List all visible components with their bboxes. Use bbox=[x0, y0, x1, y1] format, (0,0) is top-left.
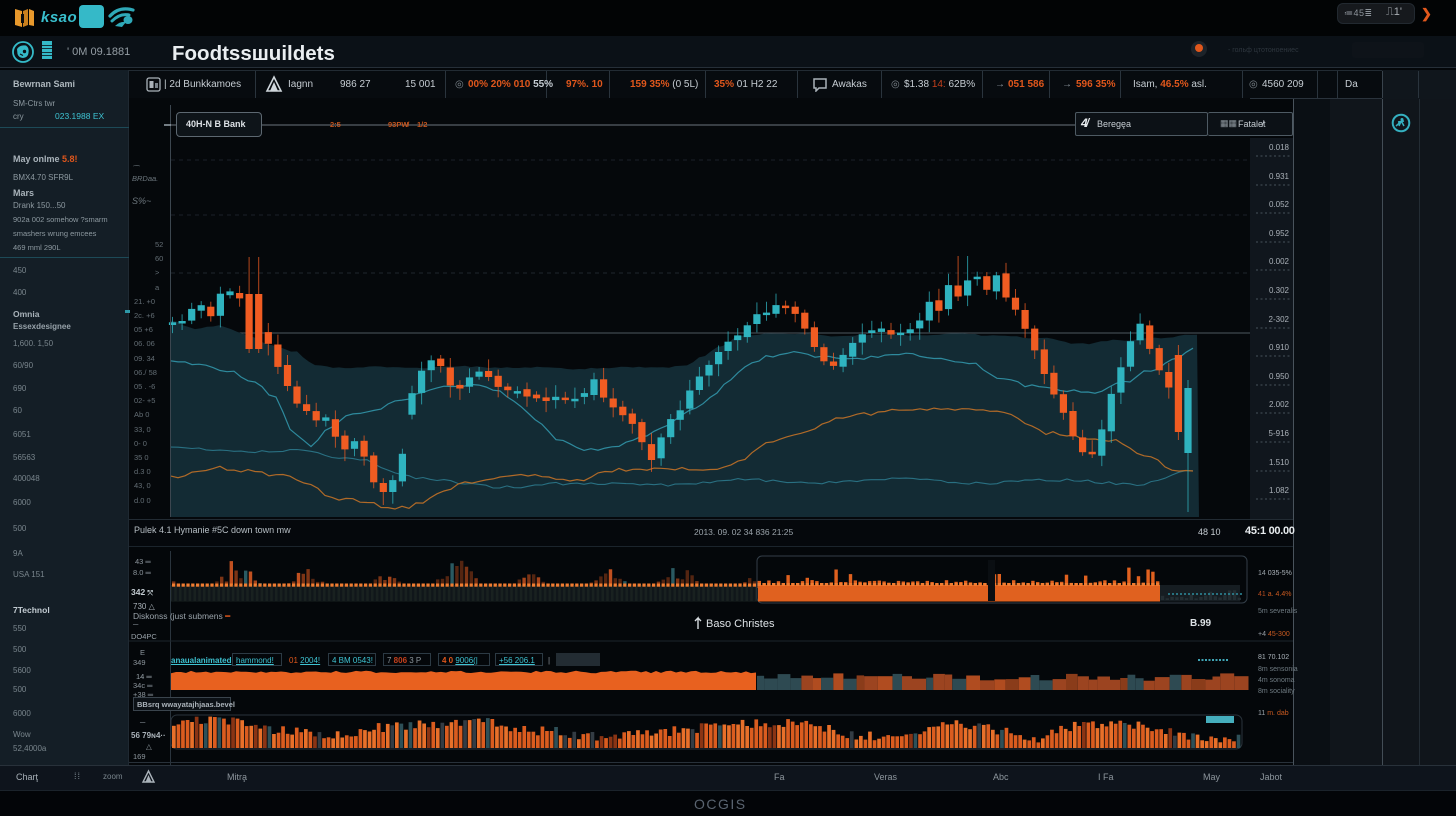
svg-text:2-302: 2-302 bbox=[1269, 315, 1290, 324]
svg-text:1.082: 1.082 bbox=[1269, 486, 1290, 495]
svg-text:2.002: 2.002 bbox=[1269, 400, 1290, 409]
svg-text:0.302: 0.302 bbox=[1269, 286, 1290, 295]
svg-text:0.002: 0.002 bbox=[1269, 257, 1290, 266]
svg-text:0.910: 0.910 bbox=[1269, 343, 1290, 352]
svg-text:0.052: 0.052 bbox=[1269, 200, 1290, 209]
svg-text:0.952: 0.952 bbox=[1269, 229, 1290, 238]
svg-text:0.018: 0.018 bbox=[1269, 143, 1290, 152]
svg-text:0.931: 0.931 bbox=[1269, 172, 1290, 181]
svg-text:5-916: 5-916 bbox=[1269, 429, 1290, 438]
svg-text:1.510: 1.510 bbox=[1269, 458, 1290, 467]
svg-text:0.950: 0.950 bbox=[1269, 372, 1290, 381]
